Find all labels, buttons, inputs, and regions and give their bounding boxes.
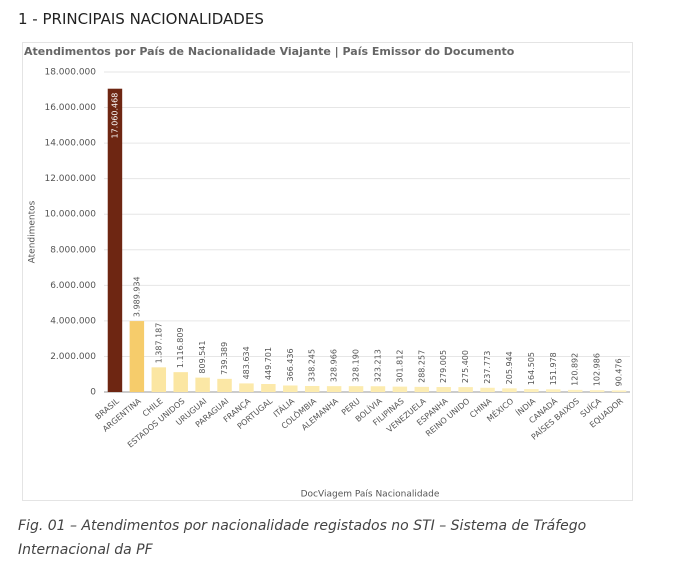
y-tick-label: 18.000.000 bbox=[44, 68, 96, 78]
bar bbox=[283, 385, 298, 392]
value-label: 151.978 bbox=[549, 352, 558, 385]
bar bbox=[151, 367, 167, 392]
value-label: 739.389 bbox=[220, 342, 229, 375]
bar bbox=[524, 389, 539, 392]
value-label: 366.436 bbox=[286, 348, 295, 381]
y-tick-label: 6.000.000 bbox=[50, 281, 96, 291]
bar bbox=[107, 88, 123, 392]
bar bbox=[370, 386, 386, 392]
value-label: 205.944 bbox=[505, 351, 514, 384]
value-label: 809.541 bbox=[198, 341, 207, 374]
chart: Atendimentos por País de Nacionalidade V… bbox=[22, 42, 633, 501]
y-tick-label: 12.000.000 bbox=[44, 174, 96, 184]
bar bbox=[480, 387, 495, 392]
y-tick-label: 4.000.000 bbox=[50, 316, 96, 326]
value-label: 102.986 bbox=[593, 353, 602, 386]
bar bbox=[458, 387, 473, 392]
bar bbox=[567, 389, 583, 392]
value-label: 164.505 bbox=[527, 352, 536, 385]
heading: 1 - PRINCIPAIS NACIONALIDADES bbox=[18, 10, 264, 28]
bar bbox=[129, 321, 145, 392]
value-label: 90.476 bbox=[615, 358, 624, 386]
value-label: 328.190 bbox=[352, 349, 361, 382]
value-label: 449.701 bbox=[264, 347, 273, 380]
value-label: 237.773 bbox=[483, 351, 492, 384]
bar bbox=[414, 386, 430, 392]
value-label: 338.245 bbox=[308, 349, 317, 382]
bar bbox=[261, 384, 276, 392]
value-label: 279.005 bbox=[439, 350, 448, 383]
bar bbox=[546, 389, 561, 392]
bar bbox=[239, 383, 254, 392]
bar bbox=[436, 387, 451, 392]
bar bbox=[611, 390, 627, 392]
bar bbox=[304, 385, 320, 392]
bar bbox=[217, 378, 232, 392]
bar bbox=[195, 377, 210, 392]
bar bbox=[589, 390, 605, 392]
y-axis-label: Atendimentos bbox=[28, 200, 38, 263]
value-label: 275.400 bbox=[461, 350, 470, 383]
value-label: 328.966 bbox=[330, 349, 339, 382]
y-tick-label: 8.000.000 bbox=[50, 245, 96, 255]
y-tick-label: 16.000.000 bbox=[44, 103, 96, 113]
value-label: 288.257 bbox=[417, 350, 426, 383]
bar bbox=[173, 372, 188, 392]
x-axis-label: DocViagem País Nacionalidade bbox=[301, 490, 440, 500]
bar bbox=[392, 386, 408, 392]
value-label: 3.989.934 bbox=[132, 276, 141, 317]
bar bbox=[348, 386, 364, 392]
y-tick-label: 2.000.000 bbox=[50, 352, 96, 362]
value-label: 120.892 bbox=[571, 353, 580, 386]
value-label: 483.634 bbox=[242, 346, 251, 379]
y-tick-label: 0 bbox=[90, 388, 96, 398]
chart-frame bbox=[22, 42, 633, 501]
bar bbox=[326, 386, 342, 392]
value-label: 301.812 bbox=[395, 350, 404, 383]
chart-title: Atendimentos por País de Nacionalidade V… bbox=[24, 45, 515, 58]
value-label: 323.213 bbox=[373, 349, 382, 382]
y-tick-label: 10.000.000 bbox=[44, 210, 96, 220]
caption: Fig. 01 – Atendimentos por nacionalidade… bbox=[18, 518, 587, 558]
value-label: 17.060.468 bbox=[110, 93, 119, 139]
value-label: 1.387.187 bbox=[154, 323, 163, 364]
y-tick-label: 14.000.000 bbox=[44, 139, 96, 149]
bar bbox=[502, 388, 517, 392]
value-label: 1.116.809 bbox=[176, 327, 185, 368]
